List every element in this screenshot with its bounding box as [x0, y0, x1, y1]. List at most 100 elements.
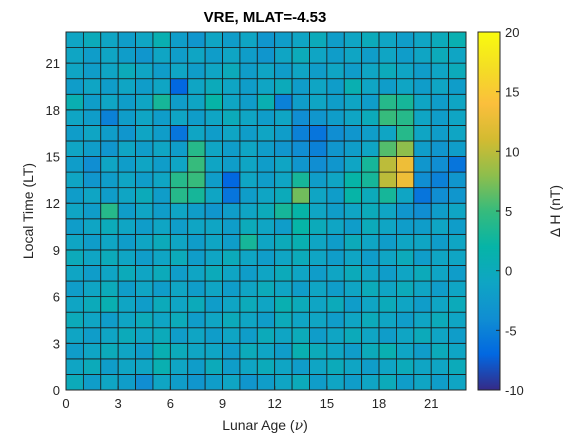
heatmap-cell [274, 171, 293, 189]
heatmap-cell [413, 358, 432, 375]
heatmap-cell [448, 296, 467, 313]
heatmap-cell [135, 202, 154, 220]
heatmap-cell [117, 31, 136, 48]
heatmap-cell [291, 78, 310, 95]
heatmap-cell [413, 187, 432, 204]
heatmap-cell [274, 31, 293, 48]
heatmap-cell [65, 171, 84, 189]
heatmap-cell [413, 171, 432, 189]
heatmap-cell [448, 233, 467, 251]
heatmap-cell [256, 358, 276, 375]
heatmap-cell [326, 93, 345, 111]
heatmap-cell [135, 374, 154, 391]
y-axis-ticks: 0 3 6 9 12 15 18 21 [46, 56, 70, 398]
heatmap-cell [82, 218, 102, 235]
heatmap-cell [343, 187, 363, 204]
heatmap-cell [413, 31, 432, 48]
heatmap-cell [222, 171, 241, 189]
heatmap-cell [65, 327, 84, 344]
heatmap-cell [413, 280, 432, 298]
heatmap-cell [135, 358, 154, 375]
heatmap-cell [204, 249, 223, 266]
heatmap-cell [413, 265, 432, 282]
heatmap-cell [152, 78, 171, 95]
heatmap-cell [239, 342, 258, 360]
heatmap-cell [361, 109, 380, 126]
heatmap-cell [169, 47, 189, 64]
heatmap-cell [326, 265, 345, 282]
heatmap-cell [222, 124, 241, 142]
heatmap-cell [291, 62, 310, 80]
heatmap-cell [361, 358, 380, 375]
heatmap-cell [65, 156, 84, 173]
heatmap-cell [291, 140, 310, 157]
heatmap-cell [309, 156, 328, 173]
heatmap-cell [169, 31, 189, 48]
heatmap-cell [65, 311, 84, 329]
heatmap-cell [291, 311, 310, 329]
heatmap-cell [239, 93, 258, 111]
heatmap-cell [326, 327, 345, 344]
heatmap-cell [361, 280, 380, 298]
heatmap-cell [65, 140, 84, 157]
heatmap-cell [378, 374, 397, 391]
heatmap-cell [204, 187, 223, 204]
heatmap-cell [361, 93, 380, 111]
heatmap-cell [65, 31, 84, 48]
heatmap-cell [378, 311, 397, 329]
heatmap-cell [326, 62, 345, 80]
heatmap-cell [378, 140, 397, 157]
heatmap-cell [256, 187, 276, 204]
heatmap-cell [204, 342, 223, 360]
heatmap-cell [274, 78, 293, 95]
heatmap-cell [343, 311, 363, 329]
heatmap-cell [222, 140, 241, 157]
plot-frame [65, 31, 467, 391]
heatmap-cell [413, 62, 432, 80]
heatmap-cell [82, 374, 102, 391]
heatmap-cell [169, 171, 189, 189]
heatmap-cell [396, 265, 415, 282]
heatmap-cell [135, 156, 154, 173]
heatmap-cell [430, 342, 450, 360]
heatmap-cell [82, 156, 102, 173]
heatmap-cell [396, 109, 415, 126]
heatmap-cell [291, 358, 310, 375]
heatmap-cell [187, 280, 206, 298]
colorbar-tick-label: -10 [505, 383, 524, 398]
x-tick-label: 6 [167, 396, 174, 411]
heatmap-cell [204, 296, 223, 313]
heatmap-cell [135, 296, 154, 313]
heatmap-cell [152, 342, 171, 360]
heatmap-cell [152, 265, 171, 282]
heatmap-cell [135, 140, 154, 157]
heatmap-cell [396, 31, 415, 48]
heatmap-cell [135, 249, 154, 266]
heatmap-cell [430, 327, 450, 344]
heatmap-cell [204, 93, 223, 111]
heatmap-cell [65, 47, 84, 64]
heatmap-cell [239, 187, 258, 204]
heatmap-cell [448, 374, 467, 391]
heatmap-cell [274, 62, 293, 80]
heatmap-cell [82, 280, 102, 298]
heatmap-cell [100, 202, 119, 220]
heatmap-cell [326, 296, 345, 313]
heatmap-cell [361, 47, 380, 64]
heatmap-cell [187, 218, 206, 235]
heatmap-cell [256, 374, 276, 391]
heatmap-cell [448, 109, 467, 126]
heatmap-cell [413, 311, 432, 329]
heatmap-cell [204, 218, 223, 235]
heatmap-cell [222, 265, 241, 282]
y-tick-label: 0 [53, 383, 60, 398]
heatmap-cell [343, 78, 363, 95]
heatmap-cell [378, 342, 397, 360]
heatmap-cell [204, 171, 223, 189]
heatmap-cell [413, 233, 432, 251]
heatmap-cell [169, 187, 189, 204]
heatmap-cell [274, 109, 293, 126]
heatmap-cell [239, 109, 258, 126]
heatmap-cell [117, 296, 136, 313]
heatmap-cell [343, 296, 363, 313]
